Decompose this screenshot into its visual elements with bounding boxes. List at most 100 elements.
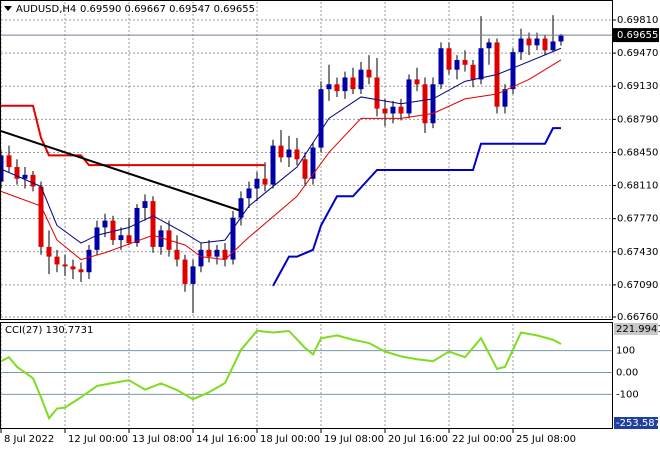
- candle-body: [550, 41, 556, 51]
- candle-body: [70, 266, 76, 270]
- x-tick-label: 25 Jul 08:00: [516, 434, 576, 445]
- candle-body: [454, 59, 460, 70]
- indicator-line: [1, 104, 265, 167]
- candle-body: [14, 167, 20, 179]
- candle-body: [38, 186, 44, 247]
- candle-body: [286, 149, 292, 158]
- candle-body: [270, 145, 276, 185]
- candle-body: [390, 106, 396, 114]
- candle-body: [262, 178, 268, 185]
- y-tick-label: -253.5874: [616, 418, 660, 429]
- candle-body: [78, 269, 84, 273]
- candle-body: [62, 264, 68, 267]
- x-tick-label: 14 Jul 16:00: [196, 434, 256, 445]
- candle-body: [430, 84, 436, 124]
- candle-body: [398, 106, 404, 114]
- candle-body: [294, 149, 300, 160]
- candle-body: [414, 79, 420, 85]
- candle-body: [342, 77, 348, 92]
- main-frame: [0, 0, 613, 320]
- candle-body: [462, 59, 468, 65]
- x-tick-label: 18 Jul 00:00: [260, 434, 320, 445]
- cci-frame: [0, 322, 613, 429]
- candle-body: [302, 159, 308, 179]
- cci-line: [0, 329, 562, 421]
- candle-body: [374, 77, 380, 109]
- y-tick-label: 0.68450: [617, 147, 658, 158]
- candle-body: [190, 266, 196, 284]
- x-tick-label: 19 Jul 08:00: [324, 434, 384, 445]
- candle-body: [542, 38, 548, 51]
- y-label-box: [614, 323, 658, 335]
- y-tick-label: -100: [616, 389, 639, 400]
- candle-body: [238, 198, 244, 218]
- candle-body: [174, 249, 180, 260]
- candle-body: [102, 220, 108, 228]
- cci-title: CCI(27) 130.7731: [5, 325, 93, 336]
- candle-body: [358, 69, 364, 90]
- candle-body: [134, 207, 140, 244]
- indicator-line: [0, 59, 562, 261]
- y-tick-label: 0.68110: [617, 181, 658, 192]
- candle-body: [182, 259, 188, 284]
- candle-body: [502, 89, 508, 107]
- candle-body: [326, 84, 332, 90]
- y-tick-label: 0.66760: [617, 312, 658, 323]
- candle-body: [246, 188, 252, 199]
- candle-body: [382, 108, 388, 114]
- symbol-title: AUDUSD,H4: [16, 4, 76, 15]
- candle-body: [54, 256, 60, 265]
- candle-body: [142, 201, 148, 208]
- candle-body: [446, 48, 452, 70]
- candle-body: [86, 249, 92, 273]
- x-tick-label: 12 Jul 00:00: [68, 434, 128, 445]
- y-tick-label: 0.00: [616, 368, 638, 379]
- candle-body: [254, 178, 260, 189]
- candle-body: [510, 52, 516, 90]
- y-tick-label: 0.67770: [617, 214, 658, 225]
- menu-icon[interactable]: [4, 6, 12, 11]
- candle-body: [110, 220, 116, 241]
- candle-body: [406, 79, 412, 114]
- candle-body: [30, 174, 36, 187]
- candle-body: [526, 38, 532, 46]
- candle-body: [6, 155, 12, 168]
- y-tick-label: 0.67430: [617, 247, 658, 258]
- candle-body: [310, 147, 316, 179]
- candle-body: [94, 227, 100, 250]
- candle-body: [558, 35, 564, 42]
- x-tick-label: 20 Jul 16:00: [388, 434, 448, 445]
- indicator-line: [0, 130, 242, 212]
- candle-body: [470, 64, 476, 80]
- indicator-line: [272, 127, 561, 287]
- candle-body: [222, 249, 228, 260]
- candle-body: [422, 84, 428, 124]
- candle-body: [366, 69, 372, 78]
- candle-body: [198, 249, 204, 267]
- y-tick-label: 0.69810: [617, 15, 658, 26]
- candle-body: [334, 84, 340, 92]
- y-label-box: [614, 417, 658, 429]
- candle-body: [158, 230, 164, 247]
- candle-body: [206, 249, 212, 257]
- x-tick-label: 8 Jul 2022: [4, 434, 54, 445]
- indicator-line: [0, 47, 562, 244]
- current-price-box: [613, 28, 659, 43]
- y-tick-label: 0.67090: [617, 280, 658, 291]
- candle-body: [318, 89, 324, 148]
- candle-body: [350, 77, 356, 90]
- candle-body: [518, 38, 524, 53]
- x-tick-label: 22 Jul 00:00: [452, 434, 512, 445]
- candle-body: [478, 48, 484, 80]
- candle-body: [278, 145, 284, 158]
- candle-body: [46, 246, 52, 257]
- candle-body: [126, 235, 132, 244]
- y-tick-label: 0.68790: [617, 114, 658, 125]
- y-tick-label: 100: [616, 346, 635, 357]
- x-tick-label: 13 Jul 08:00: [132, 434, 192, 445]
- y-tick-label: 0.69470: [617, 48, 658, 59]
